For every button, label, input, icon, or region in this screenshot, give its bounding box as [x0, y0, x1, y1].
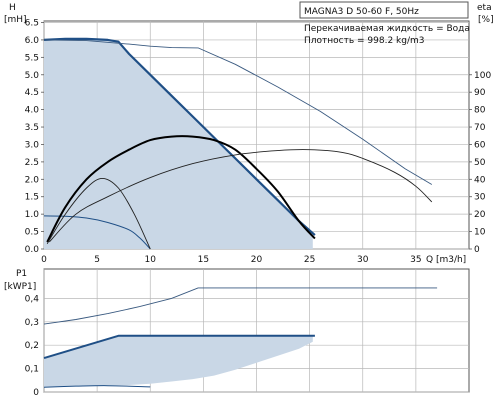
y-tick-label: 2.5	[25, 158, 39, 168]
y2-tick-label: 20	[474, 210, 486, 220]
y2-tick-label: 10	[474, 228, 486, 238]
bottom-y-axis-label: P1	[16, 269, 27, 279]
x-tick-label: 25	[304, 255, 315, 265]
bottom-y-tick-label: 0,4	[25, 294, 40, 304]
top-operating-area	[44, 39, 313, 250]
y-tick-label: 1.0	[25, 210, 40, 220]
efficiency-curve-max	[46, 135, 316, 243]
y-tick-label: 2.0	[25, 175, 40, 185]
efficiency-curve-high	[48, 149, 433, 243]
y-tick-label: 3.5	[25, 123, 39, 133]
fluid-info: Перекачиваемая жидкость = Вода	[304, 24, 470, 34]
x-tick-label: 5	[94, 255, 100, 265]
bottom-y-tick-label: 0,2	[25, 341, 39, 351]
y-tick-label: 5.5	[25, 53, 39, 63]
title-box	[299, 1, 469, 19]
operating-areas	[44, 39, 313, 388]
x-tick-label: 30	[357, 255, 369, 265]
y2-tick-label: 50	[474, 158, 486, 168]
y2-tick-label: 80	[474, 106, 486, 116]
max-head-curve	[43, 37, 316, 236]
y-tick-label: 1.5	[25, 193, 39, 203]
y2-tick-label: 30	[474, 193, 486, 203]
efficiency-curve-mid	[46, 177, 151, 250]
chart-title: MAGNA3 D 50-60 F, 50Hz	[304, 7, 419, 17]
x-tick-label: 10	[145, 255, 157, 265]
x-tick-label: 0	[41, 255, 47, 265]
bottom-y-tick-label: 0	[33, 388, 39, 398]
y2-tick-label: 0	[474, 245, 480, 255]
y2-tick-label: 70	[474, 123, 486, 133]
y-axis-label-top: H	[9, 3, 16, 13]
y-tick-label: 4.5	[25, 88, 39, 98]
y-tick-label: 0.5	[25, 228, 39, 238]
y2-tick-label: 60	[474, 140, 486, 150]
y-tick-label: 0.0	[25, 245, 40, 255]
power-curve-high	[43, 287, 438, 325]
density-info: Плотность = 998.2 kg/m3	[304, 36, 425, 46]
head-curve-min	[43, 215, 151, 250]
x-tick-label: 20	[251, 255, 263, 265]
y-axis-unit-top: [mH]	[4, 15, 27, 25]
head-curve-high	[43, 39, 433, 185]
bottom-y-tick-label: 0,3	[25, 318, 39, 328]
y-tick-label: 5.0	[25, 71, 40, 81]
curve-lines	[43, 37, 438, 388]
y2-tick-label: 90	[474, 88, 486, 98]
bottom-operating-area	[44, 335, 313, 388]
y2-tick-label: 100	[474, 71, 491, 81]
x-axis-label: Q [m3/h]	[426, 255, 466, 265]
power-curve-min	[43, 385, 151, 388]
y2-tick-label: 40	[474, 175, 486, 185]
x-tick-label: 15	[198, 255, 209, 265]
tick-labels: 0 5 10 15 20 25 30 35 0.0 0.5 1.0 1.5 2.0 2.5 3.0 3.5 4.…	[25, 19, 492, 399]
x-tick-label: 35	[410, 255, 421, 265]
y2-axis-label: eta	[477, 3, 492, 13]
y-tick-label: 3.0	[25, 140, 40, 150]
y2-axis-unit: [%]	[478, 15, 494, 25]
y-tick-label: 6.0	[25, 36, 40, 46]
y-tick-label: 6.5	[25, 19, 39, 29]
max-power-curve	[43, 334, 315, 360]
y-tick-label: 4.0	[25, 106, 40, 116]
bottom-y-axis-unit: [kWP1]	[4, 282, 36, 292]
bottom-y-tick-label: 0,1	[25, 365, 39, 375]
